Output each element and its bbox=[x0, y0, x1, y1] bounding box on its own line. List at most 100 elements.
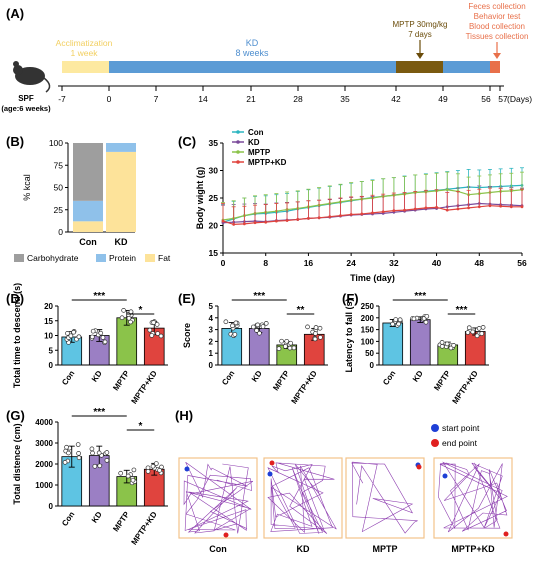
y-tick-label: 1000 bbox=[35, 481, 53, 490]
data-point bbox=[470, 329, 476, 335]
x-tick-label: MPTP bbox=[111, 368, 131, 392]
data-point bbox=[283, 344, 288, 349]
data-point bbox=[287, 345, 293, 351]
data-point bbox=[291, 345, 297, 351]
y-tick-label: 10 bbox=[44, 332, 53, 341]
timeline-collection-bar bbox=[490, 61, 500, 73]
accl-duration: 1 week bbox=[71, 48, 99, 58]
legend-marker bbox=[236, 150, 240, 154]
legend-label: Con bbox=[248, 128, 264, 137]
start-point-legend-label: start point bbox=[442, 423, 480, 433]
collection-line-4: Tissues collection bbox=[466, 32, 529, 41]
timeline-tick-label: -7 bbox=[58, 94, 66, 104]
x-tick-label: KD bbox=[115, 237, 128, 247]
data-point bbox=[263, 321, 269, 326]
y-tick-label: 25 bbox=[54, 205, 64, 215]
data-point bbox=[411, 316, 417, 322]
data-point bbox=[285, 219, 289, 222]
panel-label-c: (C) bbox=[178, 134, 196, 149]
x-tick-label: 32 bbox=[389, 258, 399, 268]
timeline-tick-label: 21 bbox=[246, 94, 256, 104]
end-point-marker bbox=[223, 532, 229, 538]
significance-label: *** bbox=[456, 305, 468, 316]
kd-label: KD bbox=[246, 38, 259, 48]
end-point-marker bbox=[269, 460, 275, 466]
bar-protein-con bbox=[73, 200, 103, 222]
panel-label-e: (E) bbox=[178, 291, 195, 306]
end-point-legend-icon bbox=[431, 439, 439, 447]
data-point bbox=[64, 444, 69, 450]
bar-fat-kd bbox=[106, 151, 136, 232]
y-tick-label: 0 bbox=[49, 502, 54, 511]
data-point bbox=[257, 330, 262, 336]
data-point bbox=[305, 324, 310, 330]
data-point bbox=[435, 205, 438, 209]
data-point bbox=[76, 455, 82, 461]
y-tick-label: 200 bbox=[361, 314, 375, 323]
data-point bbox=[71, 329, 76, 335]
pole-test-chart: 0 5 10 15 20 Total time to descend (s) Con KD MP… bbox=[12, 283, 168, 406]
data-point bbox=[396, 321, 401, 327]
x-tick-label: 0 bbox=[221, 258, 226, 268]
x-tick-label: 56 bbox=[517, 258, 527, 268]
panel-label-b: (B) bbox=[6, 134, 24, 149]
data-point bbox=[223, 319, 229, 325]
data-point bbox=[488, 204, 492, 208]
data-point bbox=[520, 205, 524, 209]
collection-line-3: Blood collection bbox=[469, 22, 525, 31]
data-point bbox=[230, 323, 235, 329]
data-point bbox=[128, 319, 133, 325]
panel-label-g: (G) bbox=[6, 408, 25, 423]
data-point bbox=[371, 211, 374, 215]
x-tick-label: MPTP bbox=[271, 368, 291, 392]
mouse-label-spf: SPF bbox=[18, 94, 34, 103]
data-point bbox=[145, 469, 151, 474]
significance-label: * bbox=[139, 305, 143, 316]
legend-marker bbox=[236, 130, 240, 134]
open-field-arena bbox=[178, 457, 258, 539]
data-point bbox=[318, 335, 323, 340]
open-field-panel: start point end point Con KD MPTP MPTP+KD bbox=[178, 423, 513, 554]
panel-label-a: (A) bbox=[6, 6, 24, 21]
data-point bbox=[118, 470, 124, 476]
data-point bbox=[92, 463, 98, 469]
data-point bbox=[131, 467, 137, 473]
x-tick-label: MPTP+KD bbox=[289, 369, 319, 406]
data-point bbox=[96, 450, 102, 456]
x-tick-label: 40 bbox=[432, 258, 442, 268]
timeline-tick-label: 14 bbox=[198, 94, 208, 104]
data-point bbox=[445, 208, 449, 212]
data-point bbox=[100, 335, 106, 340]
data-point bbox=[439, 340, 445, 345]
data-point bbox=[439, 344, 445, 349]
bar-con bbox=[382, 322, 404, 366]
data-point bbox=[313, 331, 318, 336]
x-tick-label: MPTP+KD bbox=[129, 369, 159, 406]
y-tick-label: 25 bbox=[209, 193, 219, 203]
data-point bbox=[151, 320, 156, 325]
y-tick-label: 0 bbox=[58, 227, 63, 237]
data-point bbox=[479, 331, 485, 336]
x-tick-label: Con bbox=[79, 237, 97, 247]
x-tick-label: Con bbox=[220, 369, 236, 387]
x-tick-label: 8 bbox=[263, 258, 268, 268]
data-point bbox=[444, 341, 450, 347]
y-tick-label: 5 bbox=[49, 346, 54, 355]
x-tick-label: Con bbox=[60, 369, 76, 387]
data-point bbox=[121, 308, 126, 313]
y-tick-label: 0 bbox=[370, 361, 375, 370]
data-point bbox=[232, 332, 238, 337]
data-point bbox=[147, 327, 153, 333]
y-tick-label: 50 bbox=[54, 183, 64, 193]
mptp-arrow-head bbox=[416, 53, 424, 59]
data-point bbox=[150, 463, 156, 469]
y-tick-label: 100 bbox=[361, 337, 375, 346]
data-point bbox=[232, 223, 236, 226]
data-point bbox=[119, 315, 125, 321]
x-tick-label: Con bbox=[60, 510, 76, 528]
y-axis-title: Score bbox=[182, 323, 192, 348]
data-point bbox=[159, 464, 164, 470]
y-axis-title: Total time to descend (s) bbox=[12, 283, 22, 388]
x-axis-title: Time (day) bbox=[350, 273, 395, 283]
